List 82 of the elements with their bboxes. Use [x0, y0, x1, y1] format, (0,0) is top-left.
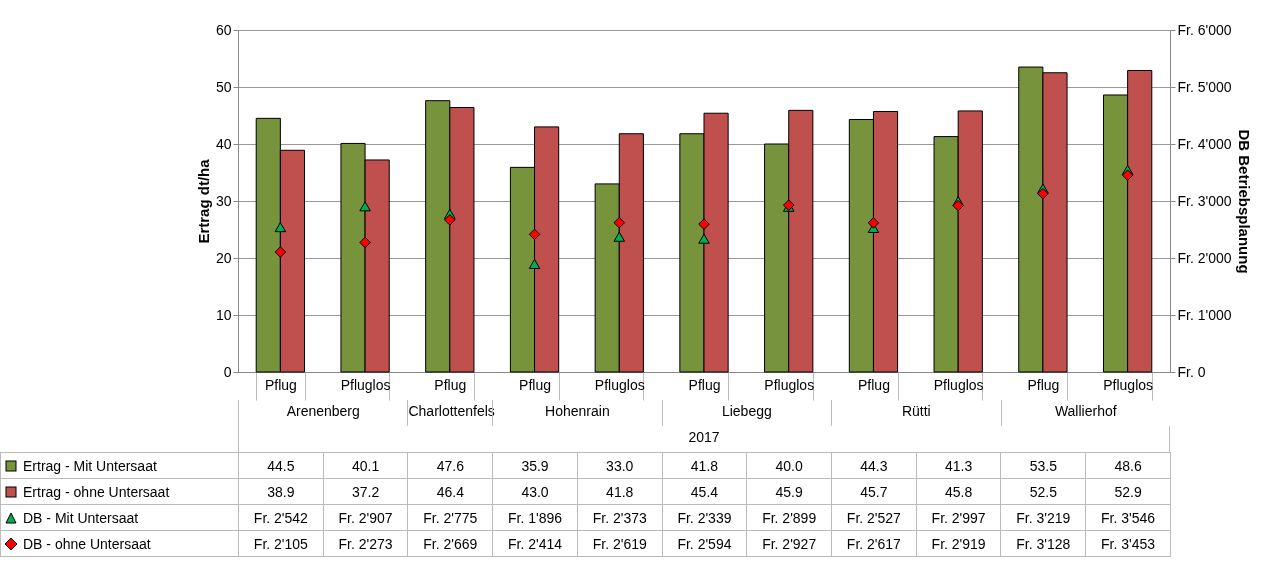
legend-label: DB - ohne Untersaat — [23, 535, 151, 552]
data-label: 43.0 — [492, 478, 578, 505]
text: Wallierhof — [1000, 400, 1170, 426]
data-label: Fr. 2'907 — [323, 504, 408, 531]
data-label: Fr. 2'594 — [662, 530, 747, 557]
x-tick-label: Pflug — [857, 376, 890, 393]
text: Arenenberg — [238, 400, 408, 426]
y2-tick-label: Fr. 3'000 — [1177, 192, 1232, 209]
y2-tick-label: Fr. 0 — [1177, 363, 1206, 380]
y-axis-title: Ertrag dt/ha — [194, 158, 212, 244]
data-label: 33.0 — [577, 452, 663, 479]
y-tick-label: 50 — [215, 78, 232, 95]
text: Charlottenfels — [407, 400, 495, 426]
x-tick-label: Pflug — [1027, 376, 1060, 393]
x-tick-label: Pfluglos — [764, 376, 815, 393]
data-label: Fr. 2'617 — [831, 530, 917, 557]
data-label: Fr. 3'219 — [1000, 504, 1086, 531]
text: Rütti — [831, 400, 1001, 426]
x-tick-label: Pfluglos — [1103, 376, 1154, 393]
y2-tick-label: Fr. 2'000 — [1177, 249, 1232, 266]
data-label: Fr. 2'339 — [662, 504, 747, 531]
data-label: Fr. 2'669 — [407, 530, 493, 557]
y-tick-label: 0 — [223, 363, 232, 380]
x-tick-label: Pflug — [434, 376, 467, 393]
data-label: 46.4 — [407, 478, 493, 505]
data-label: Fr. 2'527 — [831, 504, 917, 531]
data-label: Fr. 3'128 — [1000, 530, 1086, 557]
y-tick-label: 60 — [215, 21, 232, 38]
data-label: 45.7 — [831, 478, 917, 505]
data-label: 40.1 — [323, 452, 408, 479]
data-label: 47.6 — [407, 452, 493, 479]
data-label: 45.4 — [662, 478, 747, 505]
x-tick-label: Pfluglos — [594, 376, 645, 393]
y2-tick-label: Fr. 1'000 — [1177, 306, 1232, 323]
data-label: Fr. 2'927 — [746, 530, 832, 557]
x-tick-label: Pfluglos — [340, 376, 391, 393]
y-tick-label: 10 — [215, 306, 232, 323]
y2-axis-title: DB Betriebsplanung — [1235, 129, 1253, 274]
x-tick-label: Pfluglos — [933, 376, 984, 393]
data-label: Fr. 2'105 — [238, 530, 324, 557]
data-label: 37.2 — [323, 478, 408, 505]
data-label: Fr. 2'619 — [577, 530, 663, 557]
x-tick-label: Pflug — [264, 376, 297, 393]
data-label: 38.9 — [238, 478, 324, 505]
data-label: Fr. 3'546 — [1085, 504, 1171, 531]
legend-label: DB - Mit Untersaat — [23, 509, 139, 526]
data-label: 52.9 — [1085, 478, 1171, 505]
text: Liebegg — [661, 400, 832, 426]
text: 2017 — [238, 426, 1170, 452]
y-tick-label: 30 — [215, 192, 232, 209]
y2-tick-label: Fr. 5'000 — [1177, 78, 1232, 95]
y2-tick-label: Fr. 4'000 — [1177, 135, 1232, 152]
x-tick-label: Pflug — [519, 376, 552, 393]
data-label: Fr. 2'919 — [916, 530, 1001, 557]
data-label: 45.9 — [746, 478, 832, 505]
data-label: Fr. 2'775 — [407, 504, 493, 531]
data-label: 44.5 — [238, 452, 324, 479]
data-label: 41.3 — [916, 452, 1001, 479]
data-label: Fr. 2'997 — [916, 504, 1001, 531]
data-label: Fr. 3'453 — [1085, 530, 1171, 557]
data-label: Fr. 2'414 — [492, 530, 578, 557]
data-label: Fr. 2'542 — [238, 504, 324, 531]
data-label: 53.5 — [1000, 452, 1086, 479]
data-label: 41.8 — [662, 452, 747, 479]
data-label: 35.9 — [492, 452, 578, 479]
data-label: 40.0 — [746, 452, 832, 479]
legend-label: Ertrag - ohne Untersaat — [23, 483, 170, 500]
data-label: 45.8 — [916, 478, 1001, 505]
x-tick-label: Pflug — [688, 376, 721, 393]
data-label: Fr. 2'273 — [323, 530, 408, 557]
data-label: Fr. 1'896 — [492, 504, 578, 531]
y-tick-label: 40 — [215, 135, 232, 152]
y2-tick-label: Fr. 6'000 — [1177, 21, 1232, 38]
data-label: Fr. 2'899 — [746, 504, 832, 531]
data-label: 44.3 — [831, 452, 917, 479]
y-tick-label: 20 — [215, 249, 232, 266]
data-label: 48.6 — [1085, 452, 1171, 479]
data-label: Fr. 2'373 — [577, 504, 663, 531]
legend-label: Ertrag - Mit Untersaat — [23, 457, 157, 474]
text: Hohenrain — [545, 403, 610, 419]
data-label: 41.8 — [577, 478, 663, 505]
data-label: 52.5 — [1000, 478, 1086, 505]
